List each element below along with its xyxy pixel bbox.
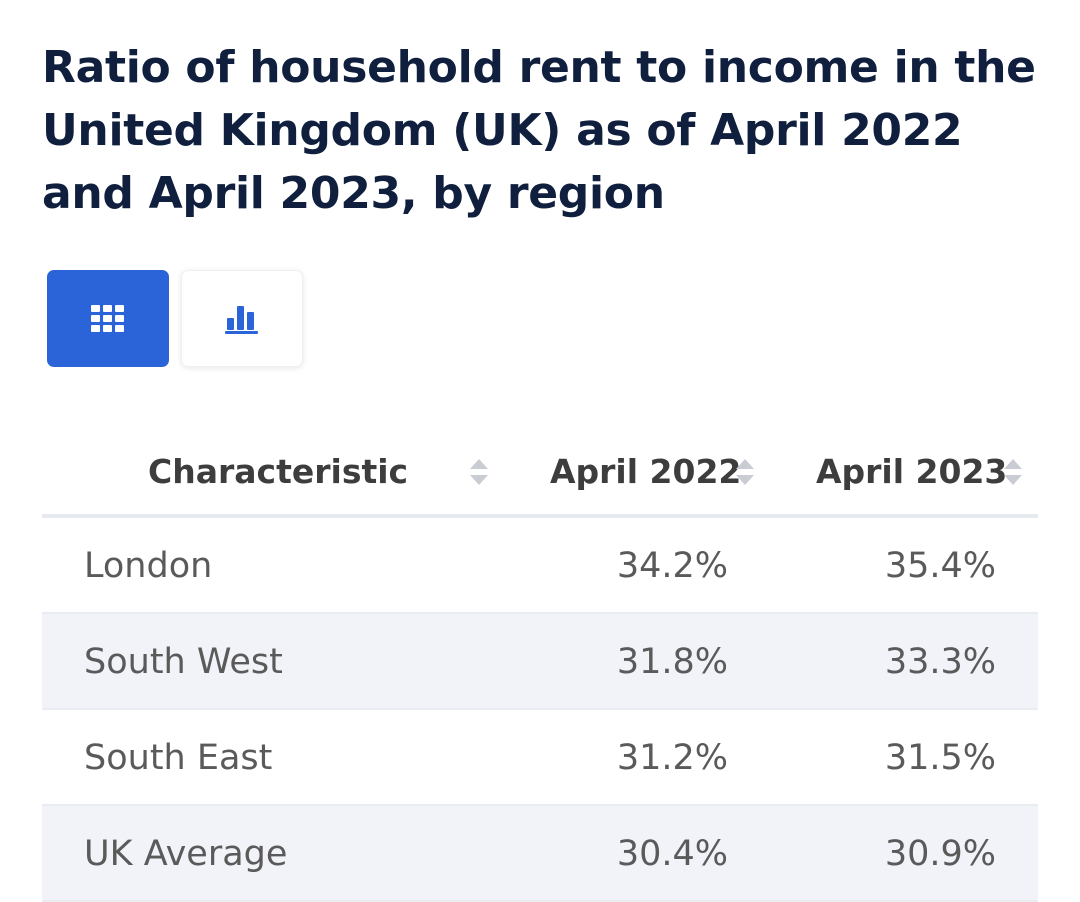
- sort-icon[interactable]: [468, 457, 490, 487]
- region-cell: UK Average: [84, 834, 288, 874]
- table-view-button[interactable]: [47, 270, 169, 367]
- table-header: Characteristic April 2022 April 2023: [42, 424, 1038, 518]
- chart-title: Ratio of household rent to income in the…: [42, 42, 1036, 219]
- region-cell: London: [84, 546, 213, 586]
- sort-icon[interactable]: [1002, 457, 1024, 487]
- table-row: London 34.2% 35.4%: [42, 518, 1038, 614]
- april-2023-cell: 33.3%: [884, 642, 996, 682]
- chart-view-button[interactable]: [181, 270, 303, 367]
- data-table: Characteristic April 2022 April 2023 Lon…: [42, 424, 1038, 902]
- april-2023-cell: 35.4%: [884, 546, 996, 586]
- table-row: UK Average 30.4% 30.9%: [42, 806, 1038, 902]
- column-header-april-2023[interactable]: April 2023: [816, 452, 1008, 491]
- april-2022-cell: 31.8%: [616, 642, 728, 682]
- column-header-characteristic[interactable]: Characteristic: [148, 452, 409, 491]
- april-2022-cell: 31.2%: [616, 738, 728, 778]
- grid-icon: [91, 304, 124, 332]
- view-toggle: [47, 270, 303, 367]
- sort-icon[interactable]: [734, 457, 756, 487]
- april-2022-cell: 34.2%: [616, 546, 728, 586]
- column-header-april-2022[interactable]: April 2022: [550, 452, 742, 491]
- april-2023-cell: 31.5%: [884, 738, 996, 778]
- bar-chart-icon: [225, 305, 258, 334]
- table-row: South East 31.2% 31.5%: [42, 710, 1038, 806]
- april-2023-cell: 30.9%: [884, 834, 996, 874]
- region-cell: South East: [84, 738, 273, 778]
- april-2022-cell: 30.4%: [616, 834, 728, 874]
- table-row: South West 31.8% 33.3%: [42, 614, 1038, 710]
- region-cell: South West: [84, 642, 283, 682]
